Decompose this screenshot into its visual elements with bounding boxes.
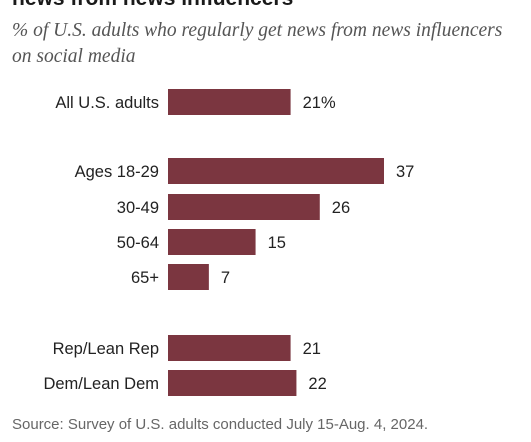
bar-all-u-s-adults [168, 89, 291, 115]
chart-title-cut: news from news influencers [12, 0, 293, 11]
value-label-rep-lean-rep: 21 [303, 340, 321, 358]
value-label-ages-18-29: 37 [396, 163, 414, 181]
value-label-all-u-s-adults: 21% [303, 94, 336, 112]
category-label-65: 65+ [131, 269, 159, 287]
source-note: Source: Survey of U.S. adults conducted … [12, 416, 429, 433]
value-label-dem-lean-dem: 22 [308, 375, 326, 393]
category-label-all-u-s-adults: All U.S. adults [55, 94, 159, 112]
value-label-65: 7 [221, 269, 230, 287]
value-label-30-49: 26 [332, 199, 350, 217]
chart-subtitle: % of U.S. adults who regularly get news … [12, 20, 503, 67]
bar-50-64 [168, 229, 256, 255]
bar-ages-18-29 [168, 158, 384, 184]
category-label-50-64: 50-64 [117, 234, 159, 252]
bar-65 [168, 264, 209, 290]
value-label-50-64: 15 [268, 234, 286, 252]
category-label-ages-18-29: Ages 18-29 [75, 163, 159, 181]
category-label-30-49: 30-49 [117, 199, 159, 217]
category-label-dem-lean-dem: Dem/Lean Dem [43, 375, 159, 393]
bar-rep-lean-rep [168, 335, 291, 361]
bar-dem-lean-dem [168, 370, 297, 396]
bar-30-49 [168, 194, 320, 220]
category-label-rep-lean-rep: Rep/Lean Rep [53, 340, 159, 358]
